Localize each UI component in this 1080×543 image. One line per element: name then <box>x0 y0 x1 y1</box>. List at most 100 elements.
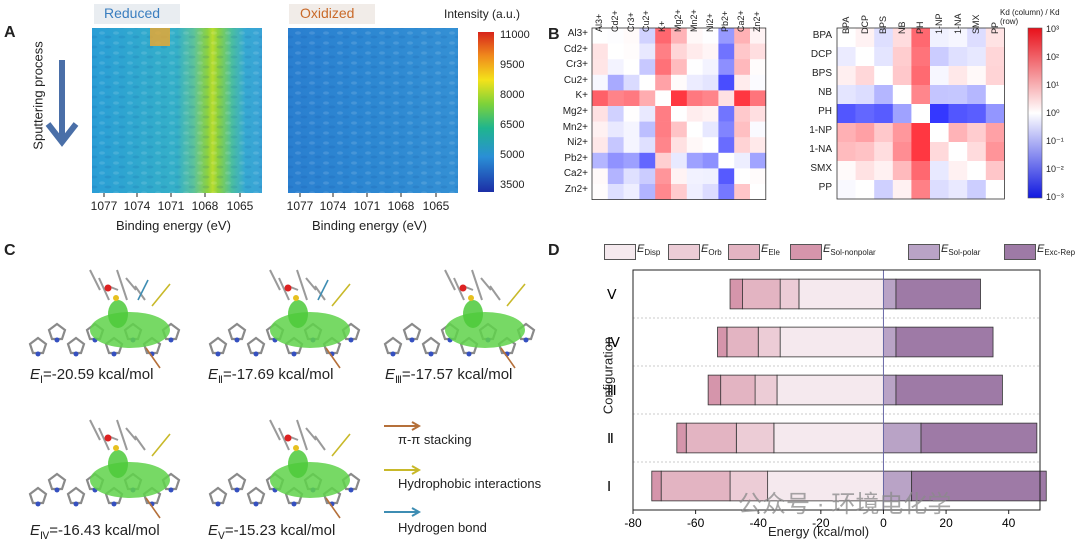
organic-cell <box>985 104 1005 124</box>
organic-cell <box>837 104 856 124</box>
cation-cell <box>686 90 703 107</box>
legend-label: EEle <box>761 243 780 257</box>
cation-cell <box>702 168 719 185</box>
bar-orb <box>754 374 778 406</box>
cation-cell <box>671 168 688 185</box>
organic-cell <box>911 104 931 124</box>
cation-cell <box>702 90 719 107</box>
cation-cell <box>734 121 751 138</box>
cation-cell <box>607 168 624 185</box>
energy-subscript: Ⅴ <box>218 531 225 542</box>
cation-cell <box>655 59 672 76</box>
bar-ele <box>720 374 756 406</box>
organic-cell <box>967 123 987 143</box>
cation-col-label: Cr3+ <box>625 12 636 32</box>
legend-hydrogen-bond: Hydrogen bond <box>398 520 487 535</box>
colorbar-tick: 11000 <box>500 29 530 41</box>
organic-cell <box>911 142 931 162</box>
cation-cell <box>607 90 624 107</box>
oxidized-x-tick: 1077 <box>286 199 314 213</box>
cation-cell <box>671 74 688 91</box>
cation-cell <box>592 106 609 122</box>
organic-cell <box>874 180 894 200</box>
panel-label-c: C <box>4 242 16 259</box>
cation-cell <box>686 121 703 138</box>
cation-cell <box>592 168 609 185</box>
reduced-x-tick: 1071 <box>157 199 185 213</box>
cation-cell <box>718 184 735 200</box>
colorbar-tick: 5000 <box>500 149 525 161</box>
organic-cell <box>874 28 894 48</box>
cation-cell <box>718 74 735 91</box>
x-tick-label: -60 <box>687 516 705 530</box>
cation-cell <box>702 59 719 76</box>
x-tick-label: -20 <box>812 516 830 530</box>
cation-cell <box>671 137 688 154</box>
organic-cell <box>855 123 875 143</box>
organic-cell <box>911 123 931 143</box>
cation-cell <box>592 43 609 60</box>
organic-cell <box>948 180 968 200</box>
cation-row-label: Ca2+ <box>563 168 588 180</box>
binding-energy-label: EⅣ=-16.43 kcal/mol <box>30 522 160 542</box>
bar-sol-nonpolar <box>651 470 662 502</box>
cation-cell <box>671 121 688 138</box>
cation-cell <box>686 106 703 122</box>
cation-cell <box>671 152 688 169</box>
x-tick-label: -40 <box>750 516 768 530</box>
cation-cell <box>718 137 735 154</box>
cation-col-label: Cd2+ <box>609 10 620 32</box>
molecule-structure <box>28 419 181 519</box>
organic-cell <box>930 104 949 124</box>
binding-energy-label: EⅢ=-17.57 kcal/mol <box>385 366 512 386</box>
cation-cell <box>702 43 719 60</box>
colorbar-tick: 3500 <box>500 179 525 191</box>
reduced-x-tick: 1077 <box>90 199 118 213</box>
cation-cell <box>655 90 672 107</box>
sputtering-label: Sputtering process <box>30 41 46 150</box>
bar-orb <box>735 422 775 454</box>
cation-cell <box>592 59 609 76</box>
x-tick-label: 40 <box>1002 516 1016 530</box>
cation-cell <box>655 168 672 185</box>
oxidized-x-tick: 1071 <box>353 199 381 213</box>
x-tick-label: 20 <box>939 516 953 530</box>
organic-cell <box>837 85 856 105</box>
organic-cell <box>874 142 894 162</box>
energy-value: =-15.23 kcal/mol <box>224 522 336 539</box>
cation-cell <box>750 28 767 44</box>
organic-row-label: 1-NA <box>809 144 832 155</box>
reduced-x-tick: 1068 <box>191 199 219 213</box>
bar-sol-polar <box>883 374 897 406</box>
cation-col-label: K+ <box>657 20 668 32</box>
organic-cell <box>892 28 912 48</box>
cation-cell <box>639 59 656 76</box>
organic-cell <box>874 104 894 124</box>
energy-value: =-17.69 kcal/mol <box>222 366 334 383</box>
bar-sol-polar <box>883 326 897 358</box>
cation-cell <box>686 28 703 44</box>
cation-col-label: Mn2+ <box>688 9 699 32</box>
cation-col-label: Ca2+ <box>736 10 747 32</box>
cation-cell <box>639 28 656 44</box>
cation-cell <box>718 168 735 185</box>
interaction-legend-arrows <box>384 421 422 517</box>
legend-sub: Exc-Rep <box>1044 248 1076 258</box>
legend-label: EOrb <box>701 243 722 257</box>
molecule-structure <box>208 269 361 369</box>
cation-cell <box>639 43 656 60</box>
organic-cell <box>911 85 931 105</box>
organic-cell <box>837 123 856 143</box>
reduced-x-title: Binding energy (eV) <box>116 218 231 233</box>
cation-row-label: Mn2+ <box>562 121 588 133</box>
oxidized-tag: Oxidized <box>300 5 355 21</box>
energy-symbol: E <box>30 366 41 383</box>
organic-cell <box>837 47 856 67</box>
bar-ele <box>660 470 731 502</box>
bar-exc-rep <box>895 278 981 310</box>
bar-sol-nonpolar <box>717 326 728 358</box>
organic-cell <box>967 104 987 124</box>
panel-label-d: D <box>548 242 560 259</box>
bar-disp <box>773 422 884 454</box>
organic-col-label: BPA <box>841 16 851 34</box>
